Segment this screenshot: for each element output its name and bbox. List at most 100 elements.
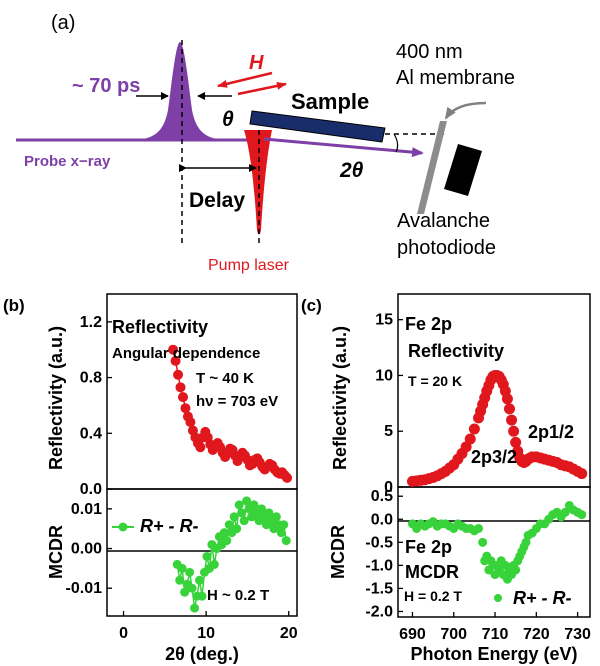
c-xtick-label: 730: [564, 626, 591, 643]
c-xlabel: Photon Energy (eV): [410, 644, 577, 664]
pump-laser-label: Pump laser: [208, 257, 290, 274]
b-xtick-label: 10: [197, 625, 215, 642]
b-top-ytick-label: 0.4: [80, 425, 102, 442]
c-temperature: T = 20 K: [408, 373, 462, 389]
c-legend-text: R+ - R-: [513, 588, 572, 608]
b-xtick-label: 0: [119, 625, 128, 642]
c-bottom-ytick-label: -1.0: [365, 557, 393, 574]
b-bottom-y-ticks: -0.01 0.00 0.01: [66, 501, 112, 597]
c-mcdr-series: [407, 500, 587, 584]
field-arrow-right: [237, 81, 287, 96]
b-bottom-frame: [106, 488, 298, 617]
b-reflectivity-point: [180, 403, 191, 414]
b-legend-marker: [118, 522, 128, 532]
b-mcdr-point: [175, 575, 185, 585]
b-angular-dependence: Angular dependence: [112, 345, 260, 362]
c-bottom-ylabel: MCDR: [328, 525, 348, 579]
pulse-width-label: ~ 70 ps: [72, 75, 140, 97]
b-mcdr-point: [209, 559, 219, 569]
c-mcdr-point: [474, 523, 484, 533]
b-x-ticks: 0 10 20: [119, 611, 298, 642]
c-xtick-label: 690: [399, 626, 426, 643]
c-xtick-label: 720: [523, 626, 550, 643]
b-reflectivity-series: [168, 344, 293, 483]
b-field: H ~ 0.2 T: [207, 587, 269, 604]
b-mcdr-point: [271, 512, 281, 522]
c-bottom-ytick-label: -2.0: [365, 603, 393, 620]
b-mcdr-point: [264, 508, 274, 518]
b-mcdr-point: [219, 528, 229, 538]
c-bottom-ytick-label: -1.5: [365, 580, 393, 597]
c-peak-2p12: 2p1/2: [528, 422, 574, 442]
b-mcdr-point: [224, 520, 234, 530]
b-xtick-label: 20: [280, 625, 298, 642]
c-top-ytick-label: 15: [375, 312, 393, 329]
b-mcdr-point: [229, 512, 239, 522]
b-bottom-ytick-label: 0.01: [71, 501, 102, 518]
b-reflectivity-point: [175, 382, 186, 393]
c-top-y-ticks: 0 5 10 15: [375, 312, 403, 496]
b-mcdr-point: [190, 603, 200, 613]
c-xtick-label: 710: [482, 626, 509, 643]
b-mcdr-point: [195, 575, 205, 585]
c-top-ytick-label: 5: [384, 423, 393, 440]
c-mcdr-title: MCDR: [405, 562, 459, 582]
panel-c: (c) 0 5 10 15 0.5 0.0 -0.5 -1.0 -1.5 -2.0 690 700…: [301, 293, 591, 664]
c-mcdr-point: [478, 537, 488, 547]
b-legend-text: R+ - R-: [140, 516, 199, 536]
b-mcdr-point: [185, 567, 195, 577]
detector-label-line2: photodiode: [397, 237, 496, 259]
c-top-ylabel: Reflectivity (a.u.): [330, 326, 350, 470]
b-top-ytick-label: 1.2: [80, 314, 102, 331]
b-mcdr-series: [172, 496, 291, 613]
avalanche-photodiode: [444, 144, 482, 196]
membrane-label-line1: 400 nm: [396, 41, 463, 63]
c-fe2p-top-text: Fe 2p: [405, 314, 452, 334]
b-top-y-ticks: 0.0 0.4 0.8 1.2: [80, 314, 112, 498]
b-mcdr-point: [222, 536, 232, 546]
b-xlabel: 2θ (deg.): [165, 644, 239, 664]
b-reflectivity-point: [282, 472, 293, 483]
b-bottom-ytick-label: -0.01: [66, 580, 103, 597]
sample-slab: [249, 110, 386, 143]
c-reflectivity-point: [506, 414, 518, 426]
pump-pulse: [244, 130, 272, 235]
c-legend: R+ - R-: [494, 588, 572, 608]
b-mcdr-point: [256, 504, 266, 514]
sample-label: Sample: [291, 89, 369, 114]
b-mcdr-point: [239, 516, 249, 526]
panel-b: (b) 0.0 0.4 0.8 1.2 -0.01 0.00 0.01 0 10 20 Ref…: [3, 293, 298, 664]
membrane-label-line2: Al membrane: [396, 67, 515, 89]
b-mcdr-point: [279, 520, 289, 530]
b-mcdr-point: [237, 508, 247, 518]
b-bottom-ylabel: MCDR: [46, 525, 66, 579]
b-mcdr-point: [232, 524, 242, 534]
b-reflectivity-point: [178, 392, 188, 403]
membrane-pointer-arrow: [444, 101, 487, 120]
field-arrow-left: [217, 71, 273, 88]
c-reflectivity-point: [576, 468, 588, 480]
c-reflectivity-point: [464, 433, 476, 445]
b-reflectivity-point: [170, 355, 181, 366]
reflected-beam: [263, 137, 424, 158]
c-reflectivity-series: [406, 369, 588, 487]
c-legend-marker: [494, 594, 502, 602]
b-mcdr-point: [242, 496, 252, 506]
detector-label-line1: Avalanche: [397, 210, 490, 232]
c-top-ytick-label: 10: [375, 367, 393, 384]
c-field: H = 0.2 T: [404, 588, 462, 604]
b-reflectivity-point: [185, 417, 196, 428]
two-theta-label: 2θ: [339, 159, 364, 182]
b-mcdr-point: [281, 536, 291, 546]
b-mcdr-point: [177, 563, 187, 573]
c-bottom-ytick-label: -0.5: [365, 534, 393, 551]
b-reflectivity-point: [168, 344, 179, 355]
field-label: H: [249, 52, 264, 74]
c-reflectivity-point: [508, 425, 520, 437]
b-top-ytick-label: 0.0: [80, 481, 102, 498]
b-mcdr-point: [276, 528, 286, 538]
c-reflectivity-point: [468, 423, 480, 435]
probe-xray-label: Probe x−ray: [24, 153, 111, 170]
